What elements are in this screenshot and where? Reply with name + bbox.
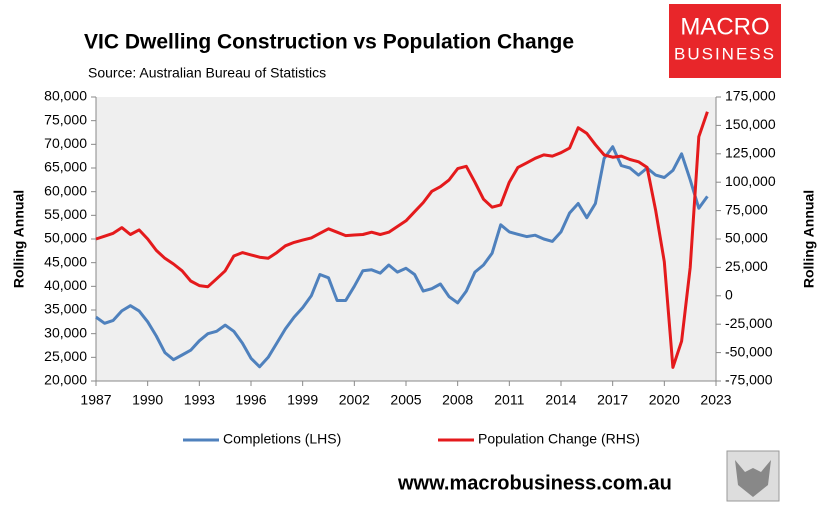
x-tick-label: 2017	[597, 392, 628, 408]
y-axis-title: Rolling Annual	[11, 190, 27, 288]
y-tick-label: 75,000	[44, 111, 87, 127]
y2-tick-label: 50,000	[725, 230, 768, 246]
y-tick-label: 35,000	[44, 301, 87, 317]
x-tick-label: 2002	[339, 392, 370, 408]
legend-label: Population Change (RHS)	[478, 431, 640, 447]
x-tick-label: 2008	[442, 392, 473, 408]
y-tick-label: 50,000	[44, 230, 87, 246]
y2-tick-label: -25,000	[725, 315, 773, 331]
y2-tick-label: -50,000	[725, 343, 773, 359]
y-tick-label: 20,000	[44, 372, 87, 388]
y2-tick-label: 25,000	[725, 258, 768, 274]
y-tick-label: 80,000	[44, 88, 87, 104]
x-tick-label: 1996	[235, 392, 266, 408]
y2-tick-label: 0	[725, 287, 733, 303]
logo-text: MACRO	[680, 13, 769, 40]
wolf-icon	[735, 460, 771, 497]
x-tick-label: 1993	[184, 392, 215, 408]
y-tick-label: 55,000	[44, 206, 87, 222]
plot-area	[96, 97, 716, 381]
y-tick-label: 45,000	[44, 253, 87, 269]
y2-tick-label: 75,000	[725, 201, 768, 217]
x-tick-label: 2023	[700, 392, 731, 408]
y-tick-label: 30,000	[44, 324, 87, 340]
chart-title: VIC Dwelling Construction vs Population …	[84, 31, 574, 54]
x-tick-label: 1987	[80, 392, 111, 408]
y2-tick-label: 100,000	[725, 173, 776, 189]
y-tick-label: 25,000	[44, 348, 87, 364]
x-tick-label: 2011	[494, 392, 524, 408]
website: www.macrobusiness.com.au	[397, 472, 672, 494]
chart-subtitle: Source: Australian Bureau of Statistics	[88, 65, 326, 81]
logo-box	[669, 4, 781, 78]
x-tick-label: 2020	[649, 392, 680, 408]
y2-axis-title: Rolling Annual	[801, 190, 817, 288]
y-tick-label: 70,000	[44, 135, 87, 151]
legend-label: Completions (LHS)	[223, 431, 341, 447]
y-tick-label: 60,000	[44, 182, 87, 198]
y2-tick-label: -75,000	[725, 372, 773, 388]
y2-tick-label: 150,000	[725, 116, 776, 132]
y-tick-label: 65,000	[44, 159, 87, 175]
x-tick-label: 2005	[390, 392, 421, 408]
y-tick-label: 40,000	[44, 277, 87, 293]
x-tick-label: 2014	[545, 392, 576, 408]
y2-tick-label: 175,000	[725, 88, 776, 104]
series-line	[95, 111, 709, 369]
y2-tick-label: 125,000	[725, 145, 776, 161]
x-tick-label: 1999	[287, 392, 318, 408]
x-tick-label: 1990	[132, 392, 163, 408]
logo-text: BUSINESS	[674, 44, 776, 63]
